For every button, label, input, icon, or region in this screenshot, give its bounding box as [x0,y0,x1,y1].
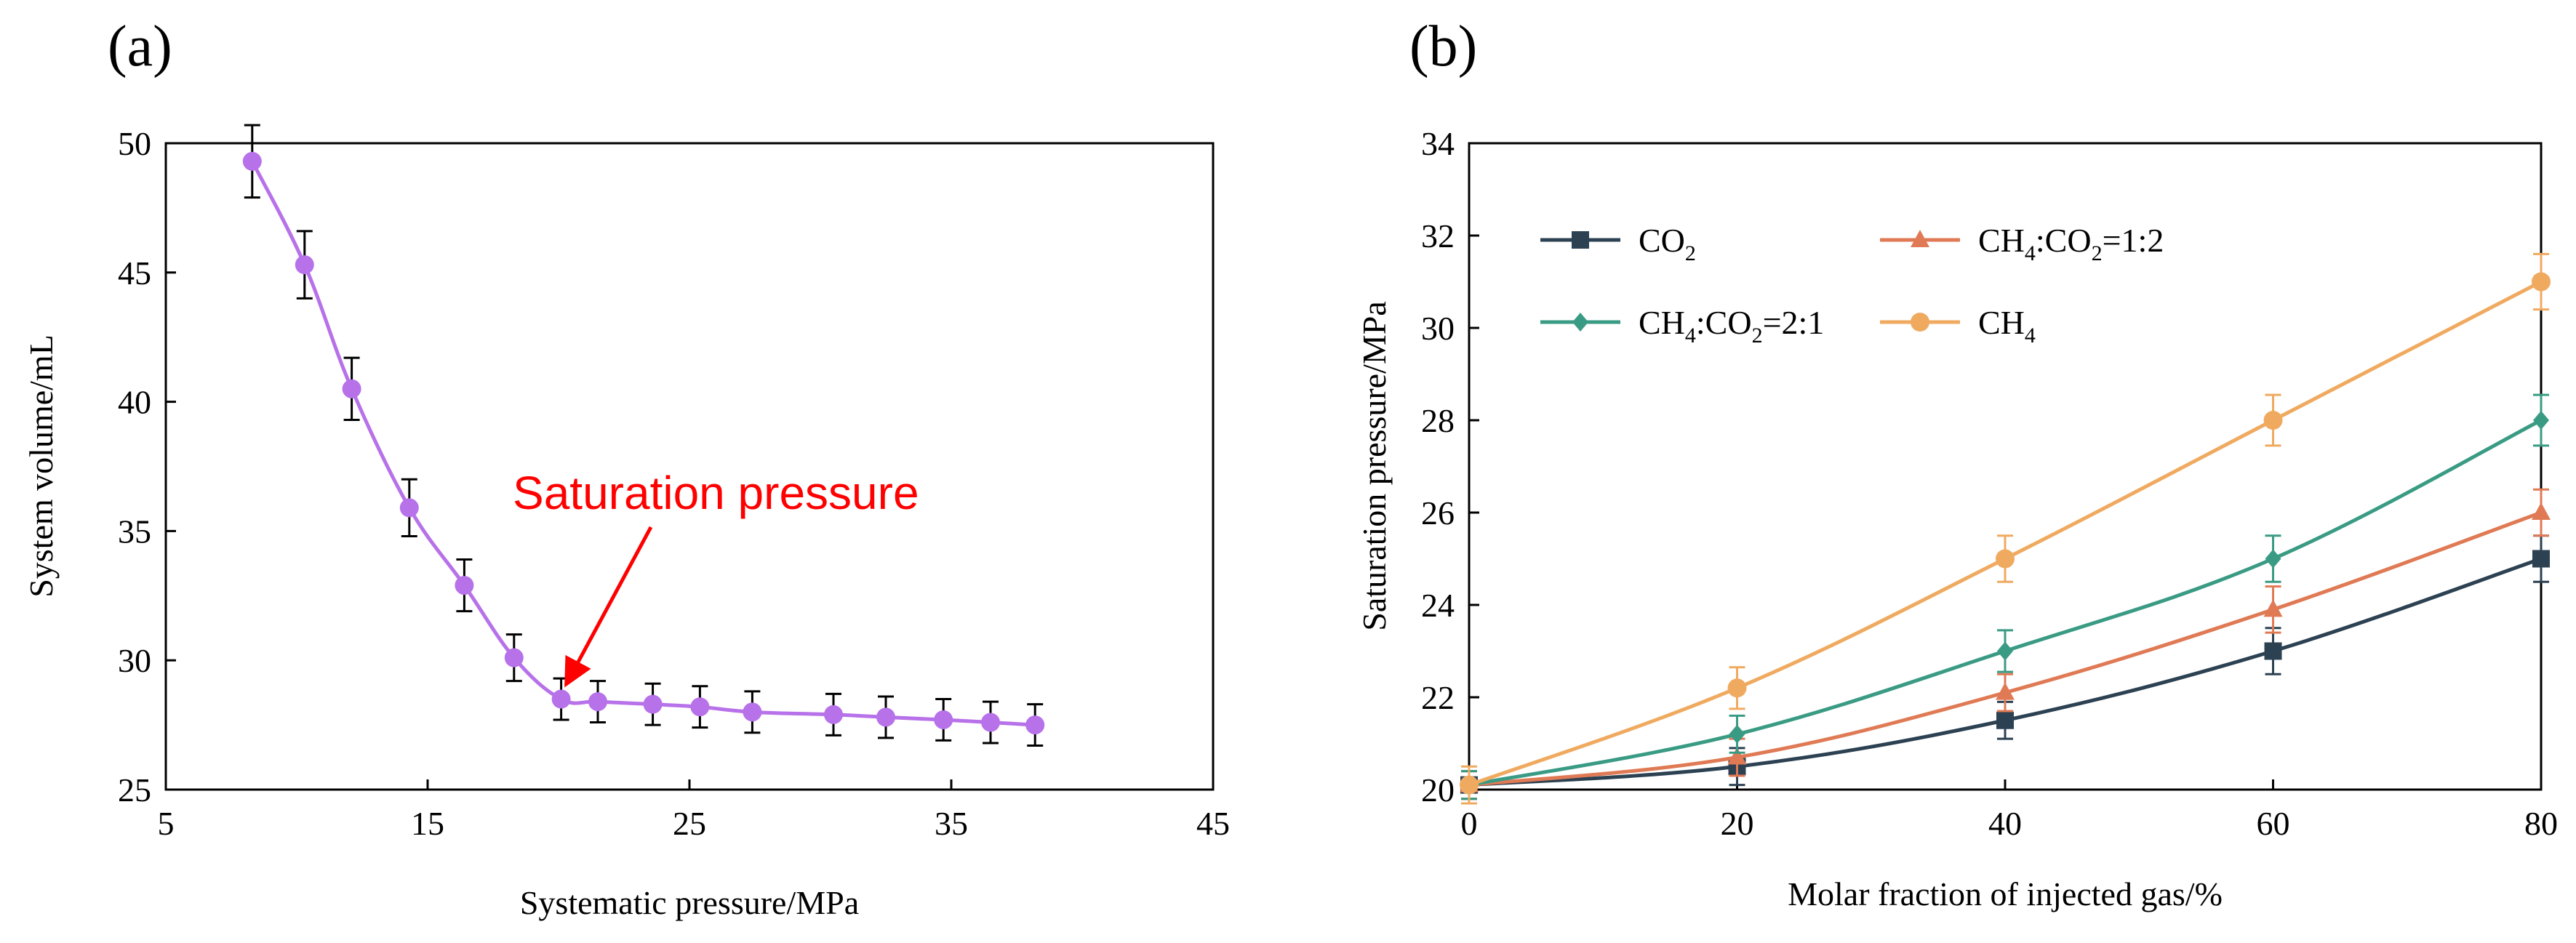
chart-a-data-point [876,707,895,727]
chart-b-y-tick-label: 34 [1421,125,1455,162]
chart-a-data-point [342,379,361,398]
legend-label: CH4:CO2=1:2 [1978,222,2164,265]
chart-a-x-tick-label: 15 [411,805,444,842]
chart-b-x-tick-label: 80 [2524,805,2558,842]
chart-a-series-line-0 [250,160,1036,727]
chart-b-data-point [2263,411,2283,430]
legend-swatch-marker [1911,313,1929,332]
chart-a: (a) 5 15 25 35 45 25 30 35 40 45 50 Systematic pr… [23,15,1230,921]
chart-b-y-tick-label: 28 [1421,402,1455,439]
chart-b-x-tick-label: 20 [1721,805,1754,842]
chart-b-data-point [1727,747,1747,765]
chart-a-x-tick-label: 35 [935,805,968,842]
legend-swatch-marker [1572,231,1589,249]
legend-swatch-marker [1911,230,1929,247]
chart-a-data-point [551,689,571,709]
chart-b-data-point [2532,272,2551,292]
legend-swatch-marker [1572,313,1588,332]
chart-b-data-point [1996,682,2015,700]
chart-b-data-point [2532,550,2550,568]
chart-a-series [242,124,1045,747]
chart-a-data-point [455,576,474,595]
chart-b-y-tick-label: 26 [1421,494,1455,531]
chart-a-y-tick-label: 30 [118,642,151,679]
chart-b-panel-label: (b) [1409,15,1477,79]
chart-a-x-axis: 5 15 25 35 45 [158,779,1230,842]
chart-b-legend: CO2 CH4:CO2=1:2 CH4:CO2=2:1 CH4 [1540,222,2164,348]
chart-a-x-tick-label: 45 [1196,805,1230,842]
chart-b-data-point [1996,711,2014,729]
chart-b-x-tick-label: 40 [1988,805,2022,842]
saturation-pressure-annotation: Saturation pressure [513,467,919,519]
chart-a-x-axis-label: Systematic pressure/MPa [520,884,859,921]
saturation-pressure-arrow [564,526,653,688]
chart-b-y-axis-label: Saturation pressure/MPa [1356,301,1393,631]
chart-a-data-point [824,705,843,724]
chart-a-y-tick-label: 35 [118,513,151,550]
chart-a-y-tick-label: 45 [118,254,151,292]
chart-b-data-point [1729,724,1745,744]
chart-b-data-point [1460,775,1479,795]
chart-a-data-point [643,694,663,714]
chart-b-x-tick-label: 60 [2257,805,2290,842]
chart-a-data-point [242,151,262,171]
chart-a-x-tick-label: 25 [673,805,706,842]
chart-b-y-tick-label: 32 [1421,217,1455,254]
chart-b-x-axis-label: Molar fraction of injected gas/% [1788,875,2223,912]
chart-a-data-point [690,697,710,717]
legend-entry-0: CO2 [1540,222,1696,265]
chart-b-y-tick-label: 22 [1421,679,1455,716]
chart-a-panel-label: (a) [108,15,172,79]
chart-b-data-point [2265,549,2281,569]
chart-a-y-tick-label: 40 [118,384,151,421]
chart-b-data-point [2533,411,2549,430]
legend-label: CH4 [1978,304,2036,348]
chart-b-x-tick-label: 0 [1461,805,1478,842]
chart-b-y-tick-label: 20 [1421,771,1455,808]
chart-b-y-tick-label: 30 [1421,310,1455,347]
chart-b-data-point [2264,642,2282,660]
chart-b-data-point [1997,641,2013,661]
chart-b-data-point [2263,599,2283,617]
chart-b-y-axis: 20 22 24 26 28 30 32 34 [1421,125,1479,808]
chart-a-y-axis: 25 30 35 40 45 50 [118,125,176,808]
chart-a-data-point [295,255,314,275]
chart-b-y-tick-label: 24 [1421,587,1455,624]
chart-a-data-point [588,692,607,712]
chart-a-data-point [504,648,524,667]
chart-a-data-point [743,702,762,722]
chart-b-data-point [1727,678,1747,698]
chart-b-data-point [1996,549,2015,569]
legend-label: CO2 [1639,222,1696,265]
chart-a-data-point [1025,715,1045,735]
legend-entry-2: CH4:CO2=2:1 [1540,304,1824,348]
chart-b-x-axis: 0 20 40 60 80 [1461,779,2558,842]
legend-label: CH4:CO2=2:1 [1639,304,1824,348]
chart-a-y-tick-label: 25 [118,771,151,808]
chart-b-series [1460,252,2551,805]
chart-a-data-point [399,498,419,518]
chart-a-data-point [981,713,1000,732]
chart-a-data-point [934,710,953,729]
chart-a-y-axis-label: System volume/mL [23,334,60,598]
chart-b-data-point [2532,502,2551,520]
legend-entry-1: CH4:CO2=1:2 [1880,222,2164,265]
legend-entry-3: CH4 [1880,304,2036,348]
chart-a-x-tick-label: 5 [158,805,175,842]
chart-a-y-tick-label: 50 [118,125,151,162]
